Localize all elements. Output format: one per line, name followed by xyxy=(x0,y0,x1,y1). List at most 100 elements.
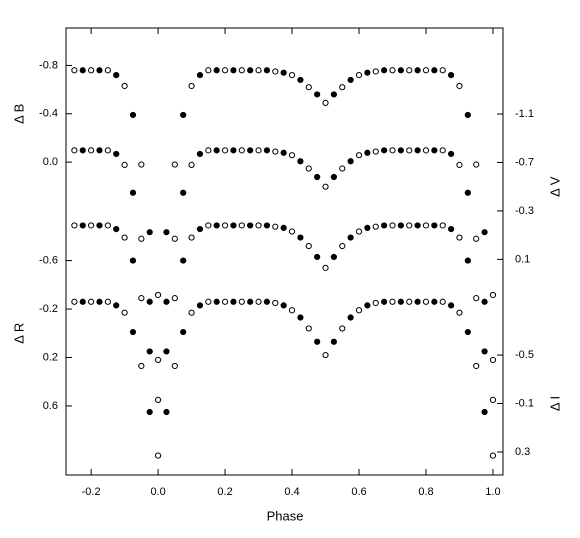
data-point xyxy=(347,158,354,165)
data-point xyxy=(238,298,245,305)
data-point xyxy=(397,67,404,74)
data-point xyxy=(288,228,296,235)
data-point xyxy=(121,309,128,316)
data-point xyxy=(414,222,421,229)
data-point xyxy=(138,362,145,370)
data-point xyxy=(213,222,220,229)
data-point xyxy=(272,68,279,75)
x-tick-label: 0.6 xyxy=(351,486,366,498)
data-point xyxy=(314,338,321,345)
y-tick-label: -1.1 xyxy=(515,108,534,120)
data-point xyxy=(355,152,363,159)
data-point xyxy=(79,222,86,229)
data-point xyxy=(330,253,337,261)
data-point xyxy=(88,298,95,305)
data-point xyxy=(414,147,421,154)
data-point xyxy=(397,222,404,229)
data-point xyxy=(364,224,371,231)
data-point xyxy=(447,150,455,158)
data-point xyxy=(322,99,329,107)
data-point xyxy=(456,161,463,168)
data-point xyxy=(481,408,488,416)
data-point xyxy=(71,298,78,305)
x-tick-label: 0.2 xyxy=(217,486,232,498)
data-point xyxy=(129,328,137,336)
data-point xyxy=(297,158,304,165)
data-point xyxy=(422,222,430,229)
data-point xyxy=(247,298,254,305)
data-point xyxy=(473,235,480,242)
data-point xyxy=(180,328,187,336)
data-point xyxy=(389,147,396,154)
data-point xyxy=(439,67,446,74)
data-point xyxy=(180,189,187,196)
data-point xyxy=(71,222,78,229)
data-point xyxy=(355,72,363,79)
data-point xyxy=(163,348,170,355)
y-tick-label: -0.4 xyxy=(39,108,58,120)
data-point xyxy=(439,147,446,154)
data-point xyxy=(288,152,296,159)
data-point xyxy=(79,147,86,154)
data-point xyxy=(406,298,413,305)
data-point xyxy=(305,242,312,250)
data-point xyxy=(456,234,463,241)
data-point xyxy=(146,298,153,305)
data-point xyxy=(364,302,371,309)
data-point xyxy=(464,189,471,196)
data-point xyxy=(138,235,145,242)
data-point xyxy=(473,161,480,168)
y-tick-label: 0.2 xyxy=(43,351,58,363)
data-point xyxy=(180,257,187,264)
data-point xyxy=(180,111,187,119)
data-point xyxy=(79,298,86,305)
data-point xyxy=(104,222,111,229)
data-point xyxy=(230,298,237,305)
data-point xyxy=(447,72,455,79)
data-point xyxy=(113,72,120,79)
data-point xyxy=(339,165,346,172)
data-point xyxy=(339,84,346,91)
data-point xyxy=(163,298,170,305)
data-point xyxy=(305,165,312,172)
data-point xyxy=(205,298,212,305)
data-point xyxy=(213,147,220,154)
data-point xyxy=(263,222,271,229)
data-point xyxy=(171,295,178,302)
data-point xyxy=(96,67,103,74)
data-point xyxy=(355,228,363,235)
data-point xyxy=(205,147,212,154)
data-point xyxy=(280,69,287,76)
data-point xyxy=(330,91,337,98)
data-point xyxy=(347,234,354,241)
data-point xyxy=(121,82,128,90)
data-point xyxy=(381,147,388,154)
data-point xyxy=(481,298,488,305)
data-point xyxy=(221,298,229,305)
data-point xyxy=(322,183,329,190)
data-point xyxy=(154,291,162,299)
x-tick-label: 0.8 xyxy=(418,486,433,498)
data-point xyxy=(297,76,304,84)
data-point xyxy=(146,229,153,236)
data-point xyxy=(364,69,371,76)
data-point xyxy=(288,307,296,314)
x-tick-label: -0.2 xyxy=(82,486,101,498)
data-point xyxy=(456,309,463,316)
data-point xyxy=(263,147,271,154)
data-point xyxy=(96,298,103,305)
data-point xyxy=(255,298,262,305)
data-point xyxy=(196,302,204,309)
y-axis-title: Δ I xyxy=(547,396,562,411)
data-point xyxy=(188,82,195,90)
data-point xyxy=(372,299,379,307)
data-point xyxy=(205,67,212,74)
data-point xyxy=(447,225,455,233)
data-point xyxy=(213,67,220,74)
data-point xyxy=(314,173,321,181)
data-point xyxy=(339,325,346,332)
data-point xyxy=(372,148,379,155)
data-point xyxy=(330,338,337,345)
x-tick-label: 1.0 xyxy=(485,486,500,498)
